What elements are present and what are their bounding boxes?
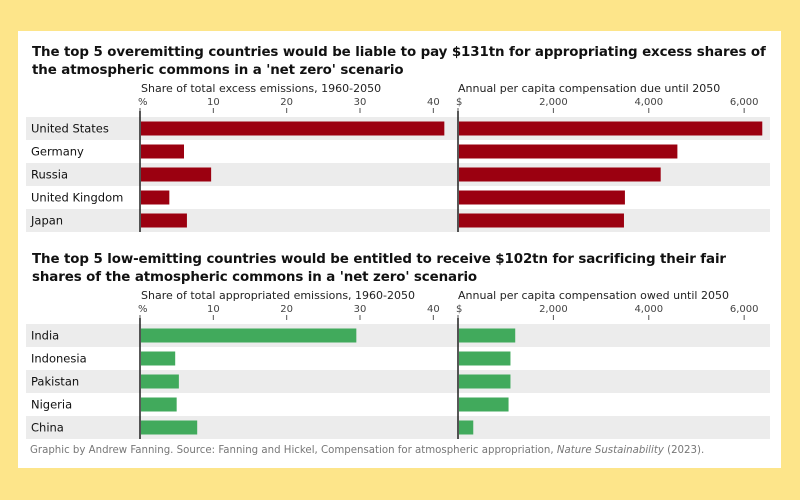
chart-card: The top 5 overemitting countries would b… (18, 31, 781, 468)
bar (459, 351, 511, 366)
bar (141, 397, 177, 412)
panel-label-compensation-owed: Annual per capita compensation owed unti… (458, 289, 729, 302)
bar (459, 121, 763, 136)
bar (459, 190, 625, 205)
tick-label: 20 (280, 97, 293, 108)
bar (141, 374, 179, 389)
category-label: Japan (30, 214, 63, 228)
category-label: Germany (31, 145, 84, 159)
category-label: Russia (31, 168, 68, 182)
row-band (26, 416, 770, 439)
bar (141, 167, 212, 182)
bar (141, 190, 170, 205)
row-band (26, 370, 770, 393)
tick-label: 40 (427, 304, 440, 315)
category-label: India (31, 329, 59, 343)
bar (141, 420, 198, 435)
tick-label: 2,000 (539, 304, 568, 315)
category-label: Indonesia (31, 352, 87, 366)
category-label: Nigeria (31, 398, 72, 412)
tick-label: 6,000 (730, 304, 759, 315)
bar (459, 144, 678, 159)
tick-label: 20 (280, 304, 293, 315)
footer-credit: Graphic by Andrew Fanning. Source: Fanni… (30, 445, 557, 456)
tick-label: % (138, 304, 148, 315)
tick-label: 30 (354, 304, 367, 315)
tick-label: 10 (207, 304, 220, 315)
tick-label: 4,000 (634, 304, 663, 315)
tick-label: % (138, 97, 148, 108)
bar (459, 167, 661, 182)
bar (459, 213, 624, 228)
chart-title-overemitters: The top 5 overemitting countries would b… (32, 45, 766, 78)
row-band (26, 324, 770, 347)
panel-label-excess-share: Share of total excess emissions, 1960-20… (141, 82, 382, 95)
bar (141, 328, 357, 343)
category-label: China (31, 421, 64, 435)
row-band (26, 209, 770, 232)
bar (141, 144, 184, 159)
bar (459, 397, 509, 412)
tick-label: 30 (354, 97, 367, 108)
tick-label: $ (456, 97, 462, 108)
bar (459, 374, 511, 389)
category-label: Pakistan (31, 375, 79, 389)
bar-charts-svg: United States Germany Russia United Kingdom… (26, 97, 770, 439)
bar (459, 420, 474, 435)
tick-label: 4,000 (634, 97, 663, 108)
tick-label: $ (456, 304, 462, 315)
source-footer: Graphic by Andrew Fanning. Source: Fanni… (30, 445, 704, 456)
panel-label-appropriated-share: Share of total appropriated emissions, 1… (141, 289, 416, 302)
panel-label-compensation-due: Annual per capita compensation due until… (458, 82, 721, 95)
category-label: United States (31, 122, 109, 136)
footer-journal: Nature Sustainability (556, 445, 664, 456)
bar (141, 351, 176, 366)
bar (141, 121, 445, 136)
category-label: United Kingdom (31, 191, 123, 205)
chart-title-low-emitters: The top 5 low-emitting countries would b… (32, 252, 726, 285)
tick-label: 2,000 (539, 97, 568, 108)
tick-label: 6,000 (730, 97, 759, 108)
bar (141, 213, 187, 228)
bar (459, 328, 516, 343)
footer-year: (2023). (663, 445, 705, 456)
tick-label: 10 (207, 97, 220, 108)
tick-label: 40 (427, 97, 440, 108)
